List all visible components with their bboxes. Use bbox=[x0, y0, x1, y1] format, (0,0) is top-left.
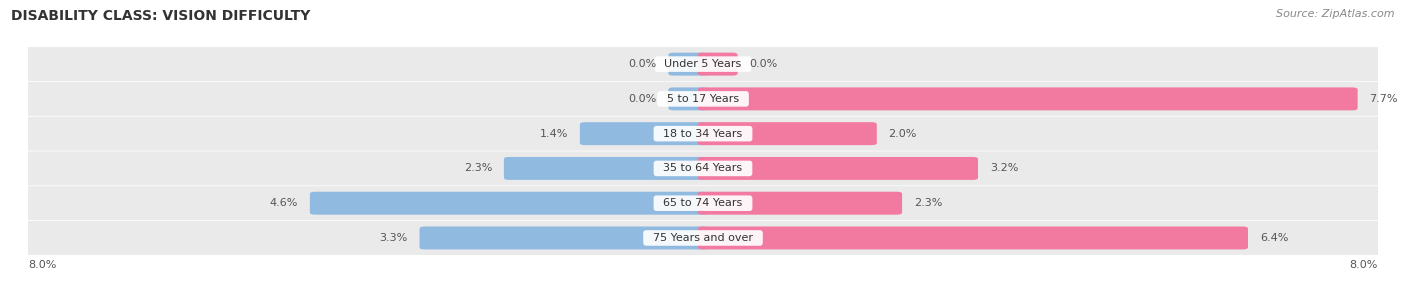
FancyBboxPatch shape bbox=[697, 122, 877, 145]
Text: 18 to 34 Years: 18 to 34 Years bbox=[657, 129, 749, 139]
FancyBboxPatch shape bbox=[697, 88, 1358, 110]
FancyBboxPatch shape bbox=[17, 186, 1389, 220]
Text: 2.0%: 2.0% bbox=[889, 129, 917, 139]
FancyBboxPatch shape bbox=[668, 53, 709, 76]
FancyBboxPatch shape bbox=[309, 192, 709, 215]
FancyBboxPatch shape bbox=[697, 226, 1249, 250]
Text: DISABILITY CLASS: VISION DIFFICULTY: DISABILITY CLASS: VISION DIFFICULTY bbox=[11, 9, 311, 23]
Text: 65 to 74 Years: 65 to 74 Years bbox=[657, 198, 749, 208]
Text: 2.3%: 2.3% bbox=[464, 164, 492, 173]
FancyBboxPatch shape bbox=[17, 47, 1389, 81]
Text: 0.0%: 0.0% bbox=[628, 94, 657, 104]
Text: 3.2%: 3.2% bbox=[990, 164, 1018, 173]
Text: 0.0%: 0.0% bbox=[749, 59, 778, 69]
Text: 0.0%: 0.0% bbox=[628, 59, 657, 69]
Text: 1.4%: 1.4% bbox=[540, 129, 568, 139]
Text: 8.0%: 8.0% bbox=[1350, 260, 1378, 270]
FancyBboxPatch shape bbox=[419, 226, 709, 250]
Text: 35 to 64 Years: 35 to 64 Years bbox=[657, 164, 749, 173]
FancyBboxPatch shape bbox=[697, 192, 903, 215]
FancyBboxPatch shape bbox=[17, 151, 1389, 185]
Text: 5 to 17 Years: 5 to 17 Years bbox=[659, 94, 747, 104]
Text: 2.3%: 2.3% bbox=[914, 198, 942, 208]
FancyBboxPatch shape bbox=[17, 117, 1389, 151]
FancyBboxPatch shape bbox=[697, 53, 738, 76]
FancyBboxPatch shape bbox=[503, 157, 709, 180]
Text: 75 Years and over: 75 Years and over bbox=[645, 233, 761, 243]
Text: 4.6%: 4.6% bbox=[270, 198, 298, 208]
Text: 7.7%: 7.7% bbox=[1369, 94, 1398, 104]
FancyBboxPatch shape bbox=[17, 82, 1389, 116]
Text: 6.4%: 6.4% bbox=[1260, 233, 1288, 243]
FancyBboxPatch shape bbox=[668, 88, 709, 110]
Text: Under 5 Years: Under 5 Years bbox=[658, 59, 748, 69]
Text: 8.0%: 8.0% bbox=[28, 260, 56, 270]
Text: Source: ZipAtlas.com: Source: ZipAtlas.com bbox=[1277, 9, 1395, 19]
FancyBboxPatch shape bbox=[17, 221, 1389, 255]
Text: 3.3%: 3.3% bbox=[380, 233, 408, 243]
FancyBboxPatch shape bbox=[697, 157, 979, 180]
FancyBboxPatch shape bbox=[579, 122, 709, 145]
